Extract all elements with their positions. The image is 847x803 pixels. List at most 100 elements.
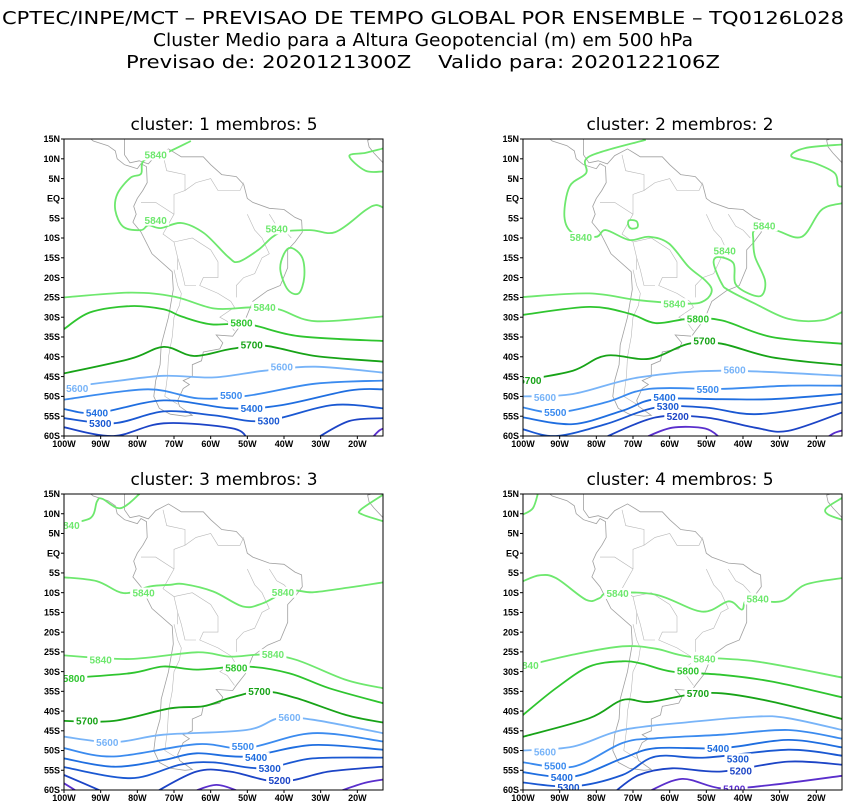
- lat-tick-label: 55S: [503, 411, 519, 421]
- contour-5840: [523, 494, 539, 516]
- contour-label-mask: [548, 771, 576, 783]
- cluster-label: cluster:: [586, 470, 649, 490]
- contour-5700: [523, 691, 842, 738]
- lat-tick-label: 45S: [44, 372, 60, 382]
- lat-tick-label: 15S: [503, 608, 519, 618]
- lat-tick-label: EQ: [47, 194, 60, 204]
- contour-label: 5840: [570, 233, 593, 244]
- contour-label-mask: [229, 741, 257, 753]
- lat-tick-label: 50S: [44, 746, 60, 756]
- contour-label-mask: [87, 654, 115, 666]
- contour-label-mask: [555, 782, 582, 790]
- panel-title: cluster: 2 membros: 2: [586, 115, 773, 135]
- contour-label-mask: [531, 392, 559, 404]
- lon-tick-label: 100W: [511, 439, 535, 449]
- contour-label-mask: [246, 685, 273, 697]
- lon-tick-label: 60W: [201, 793, 220, 803]
- coastline-africa: [367, 139, 383, 164]
- contour-label: 5840: [747, 595, 770, 606]
- lon-tick-label: 50W: [697, 439, 716, 449]
- lon-tick-label: 90W: [550, 793, 569, 803]
- cluster-panel-2: cluster: 2 membros: 25840584058405840580…: [502, 115, 843, 449]
- lat-tick-label: 15N: [502, 134, 519, 144]
- contour-label-mask: [251, 301, 278, 313]
- contour-5300: [64, 756, 383, 780]
- contour-label: 5840: [145, 150, 168, 161]
- lat-tick-label: 15N: [43, 134, 60, 144]
- contour-5100: [195, 784, 238, 790]
- members-count: 5: [301, 115, 317, 135]
- contour-label-mask: [651, 392, 678, 404]
- members-label: membros:: [666, 115, 757, 135]
- contour-5100: [646, 425, 720, 436]
- lon-tick-label: 20W: [348, 439, 367, 449]
- contour-label: 5800: [63, 674, 86, 685]
- contour-label: 5700: [76, 717, 99, 728]
- country-border: [632, 237, 694, 332]
- lat-tick-label: 30S: [44, 667, 60, 677]
- country-border: [623, 269, 641, 405]
- contour-label: 5700: [241, 341, 264, 352]
- lat-tick-label: 20S: [503, 627, 519, 637]
- country-border: [236, 214, 270, 298]
- contour-label-mask: [86, 417, 114, 429]
- lon-tick-label: 60W: [201, 439, 220, 449]
- contour-label: 5400: [653, 393, 676, 404]
- lat-tick-label: 50S: [44, 392, 60, 402]
- contour-label-mask: [255, 415, 282, 427]
- contour-5840: [348, 147, 383, 173]
- contour-5400: [523, 738, 842, 779]
- contour-label: 5400: [551, 773, 574, 784]
- contour-label: 5100: [723, 784, 746, 795]
- contour-5800: [523, 660, 842, 716]
- lon-tick-label: 40W: [734, 793, 753, 803]
- forecast-dates: Previsao de: 2020121300Z Valido para: 20…: [126, 52, 720, 73]
- contour-label-mask: [242, 752, 270, 764]
- contour-5200: [157, 765, 383, 790]
- country-border: [728, 568, 751, 593]
- lat-tick-label: 55S: [44, 765, 60, 775]
- contour-label: 5500: [544, 762, 567, 773]
- contour-label: 840: [522, 661, 539, 672]
- contour-5700: [523, 341, 842, 382]
- lat-tick-label: 40S: [44, 706, 60, 716]
- country-border: [162, 154, 186, 215]
- country-border: [177, 257, 196, 286]
- lat-tick-label: EQ: [506, 548, 519, 558]
- contour-5800: [64, 665, 383, 705]
- lon-tick-label: 90W: [91, 439, 110, 449]
- contour-label-mask: [523, 374, 544, 386]
- contour-label-mask: [523, 659, 541, 671]
- lat-tick-label: 15S: [44, 608, 60, 618]
- lon-tick-label: 80W: [587, 793, 606, 803]
- lat-tick-label: 45S: [503, 372, 519, 382]
- contour-label: 5840: [145, 216, 168, 227]
- contour-label-mask: [64, 672, 88, 684]
- lat-tick-label: 10N: [502, 154, 519, 164]
- contour-label-mask: [276, 711, 303, 723]
- lon-tick-label: 90W: [91, 793, 110, 803]
- country-border: [636, 612, 655, 641]
- lat-tick-label: 5S: [508, 568, 519, 578]
- contour-5840: [824, 497, 842, 521]
- contour-label: 5400: [245, 753, 268, 764]
- country-border: [236, 568, 270, 652]
- cluster-number: 4: [650, 470, 666, 490]
- lat-tick-label: 10S: [503, 233, 519, 243]
- lat-tick-label: 5S: [49, 213, 60, 223]
- contour-5840: [64, 576, 383, 609]
- contour-label-mask: [142, 214, 170, 226]
- contour-label-mask: [217, 390, 245, 402]
- contour-label: 5400: [86, 409, 109, 420]
- contour-5840: [627, 219, 639, 230]
- contour-label: 5600: [66, 384, 89, 395]
- contour-5200: [615, 760, 842, 790]
- contour-label-mask: [228, 317, 255, 329]
- country-border: [164, 269, 182, 405]
- country-border: [623, 624, 641, 759]
- contour-label-mask: [721, 364, 748, 376]
- contour-label: 5600: [534, 393, 557, 404]
- lat-tick-label: 25S: [44, 293, 60, 303]
- lat-tick-label: 15N: [43, 489, 60, 499]
- contour-label-mask: [222, 662, 250, 674]
